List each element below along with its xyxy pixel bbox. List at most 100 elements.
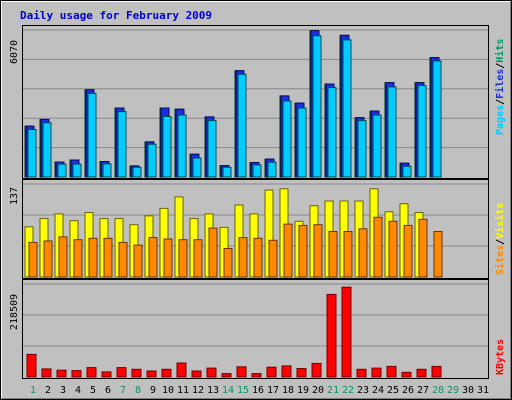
legend: KBytes xyxy=(495,339,506,375)
bar-pages xyxy=(252,164,262,178)
x-tick-label: 28 xyxy=(432,385,444,396)
bar-kbytes xyxy=(431,365,442,378)
x-tick-label: 10 xyxy=(162,385,174,396)
bar-kbytes xyxy=(326,293,337,378)
x-tick-label: 13 xyxy=(207,385,219,396)
bar-sites xyxy=(43,240,53,278)
bar-sites xyxy=(118,241,128,278)
bar-sites xyxy=(283,223,293,278)
bar-sites xyxy=(358,228,368,278)
bar-sites xyxy=(208,227,218,278)
x-tick-label: 29 xyxy=(447,385,459,396)
x-tick-label: 16 xyxy=(252,385,264,396)
x-tick-label: 12 xyxy=(192,385,204,396)
x-tick-label: 11 xyxy=(177,385,189,396)
bar-kbytes xyxy=(296,368,307,378)
bar-pages xyxy=(102,163,112,178)
x-tick-label: 24 xyxy=(372,385,384,396)
bar-kbytes xyxy=(281,365,292,378)
x-tick-label: 19 xyxy=(297,385,309,396)
bar-kbytes xyxy=(416,368,427,378)
bar-pages xyxy=(432,60,442,178)
bar-sites xyxy=(103,237,113,278)
bar-kbytes xyxy=(236,366,247,378)
bar-kbytes xyxy=(101,371,112,378)
bar-kbytes xyxy=(356,368,367,378)
bar-pages xyxy=(87,92,97,178)
bar-sites xyxy=(373,216,383,278)
bar-pages xyxy=(342,39,352,178)
y-max-label: 6070 xyxy=(9,40,20,64)
chart-title: Daily usage for February 2009 xyxy=(20,9,212,22)
bar-pages xyxy=(297,107,307,178)
bar-kbytes xyxy=(146,370,157,378)
bar-kbytes xyxy=(131,368,142,378)
legend-entry: KBytes xyxy=(495,339,506,375)
bar-sites xyxy=(403,224,413,278)
bar-pages xyxy=(42,122,52,178)
x-tick-label: 26 xyxy=(402,385,414,396)
bar-pages xyxy=(72,163,82,178)
y-max-label: 137 xyxy=(9,187,20,205)
bar-kbytes xyxy=(116,367,127,378)
bar-sites xyxy=(88,237,98,278)
bar-pages xyxy=(27,129,37,178)
bar-sites xyxy=(238,237,248,278)
legend-entry: Visits xyxy=(494,203,506,239)
bar-kbytes xyxy=(221,373,232,378)
bar-pages xyxy=(312,35,322,178)
bar-kbytes xyxy=(206,367,217,378)
x-tick-label: 21 xyxy=(327,385,339,396)
bar-pages xyxy=(402,165,412,178)
bar-sites xyxy=(433,231,443,278)
x-tick-label: 20 xyxy=(312,385,324,396)
bar-sites xyxy=(223,248,233,278)
bar-kbytes xyxy=(191,370,202,378)
bar-pages xyxy=(327,87,337,178)
bar-kbytes xyxy=(86,367,97,378)
x-tick-label: 31 xyxy=(477,385,489,396)
bar-kbytes xyxy=(386,365,397,378)
bar-sites xyxy=(418,218,428,278)
bar-sites xyxy=(73,239,83,278)
bar-kbytes xyxy=(56,369,67,378)
bar-sites xyxy=(253,237,263,278)
x-tick-label: 7 xyxy=(120,385,126,396)
panel-kbytes xyxy=(22,279,489,379)
panel-hits xyxy=(22,25,489,179)
bar-pages xyxy=(207,120,217,178)
legend-entry: Sites xyxy=(494,245,506,275)
x-tick-label: 15 xyxy=(237,385,249,396)
x-tick-label: 9 xyxy=(150,385,156,396)
bar-pages xyxy=(372,114,382,178)
bar-kbytes xyxy=(311,362,322,378)
bar-kbytes xyxy=(71,370,82,378)
bar-pages xyxy=(282,100,292,178)
bar-pages xyxy=(237,73,247,178)
bar-pages xyxy=(417,85,427,178)
bar-pages xyxy=(387,86,397,178)
legend-entry: Hits xyxy=(494,39,506,63)
bar-kbytes xyxy=(176,362,187,378)
x-tick-label: 30 xyxy=(462,385,474,396)
bar-kbytes xyxy=(41,368,52,378)
bar-pages xyxy=(132,166,142,178)
x-tick-label: 14 xyxy=(222,385,234,396)
bar-sites xyxy=(28,241,38,278)
bar-sites xyxy=(388,220,398,278)
bar-kbytes xyxy=(341,286,352,378)
x-tick-label: 17 xyxy=(267,385,279,396)
x-tick-label: 8 xyxy=(135,385,141,396)
bar-kbytes xyxy=(401,371,412,378)
x-tick-label: 5 xyxy=(90,385,96,396)
bar-sites xyxy=(313,224,323,278)
bar-pages xyxy=(162,116,172,178)
bar-sites xyxy=(193,239,203,278)
bar-sites xyxy=(163,238,173,278)
bar-sites xyxy=(268,239,278,278)
bar-pages xyxy=(147,143,157,178)
bar-pages xyxy=(267,161,277,178)
bar-sites xyxy=(133,244,143,278)
bar-sites xyxy=(58,236,68,278)
x-tick-label: 6 xyxy=(105,385,111,396)
